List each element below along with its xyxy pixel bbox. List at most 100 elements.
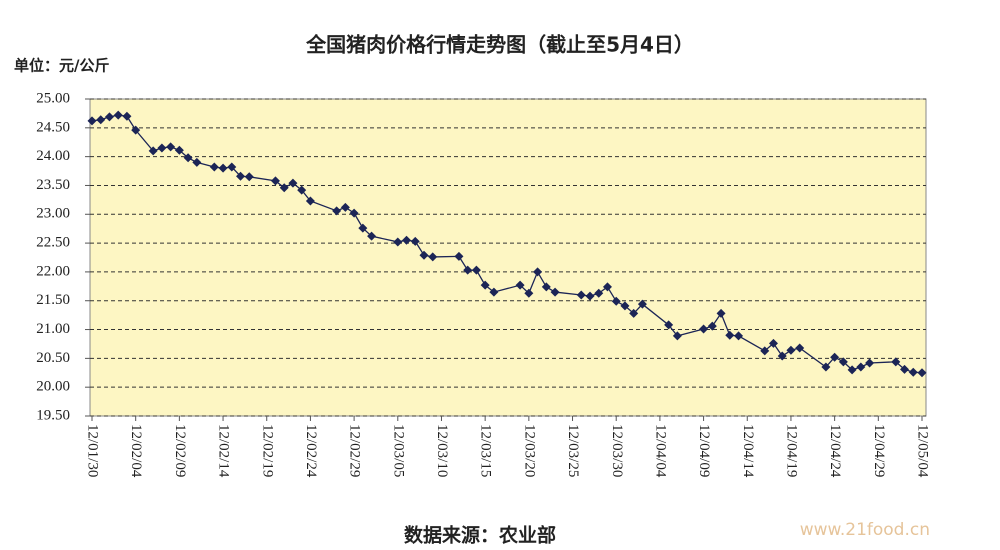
- data-point: [760, 346, 770, 356]
- data-point: [699, 324, 709, 334]
- source-note: 数据来源：农业部: [404, 524, 556, 547]
- y-tick-label: 24.50: [36, 119, 70, 135]
- data-point: [367, 231, 377, 241]
- data-point: [637, 299, 647, 309]
- data-point: [454, 251, 464, 261]
- y-tick-label: 25.00: [36, 90, 70, 106]
- x-tick-label: 12/04/29: [871, 424, 887, 477]
- data-point: [236, 171, 246, 181]
- y-tick-label: 23.00: [36, 206, 70, 222]
- data-point: [672, 331, 682, 341]
- x-tick-label: 12/03/25: [565, 424, 581, 477]
- data-point: [393, 237, 403, 247]
- data-point: [113, 110, 123, 120]
- data-point: [838, 357, 848, 367]
- data-point: [157, 143, 167, 153]
- y-tick-label: 21.50: [36, 292, 70, 308]
- x-tick-label: 12/02/29: [347, 424, 363, 477]
- data-point: [900, 364, 910, 374]
- data-point: [87, 116, 97, 126]
- x-tick-label: 12/03/05: [390, 424, 406, 477]
- data-point: [96, 115, 106, 125]
- plot-area: [89, 98, 927, 417]
- watermark: www.21food.cn: [800, 520, 930, 540]
- x-tick-label: 12/05/04: [915, 424, 931, 478]
- data-point: [131, 125, 141, 135]
- chart-title: 全国猪肉价格行情走势图（截止至5月4日）: [305, 33, 694, 57]
- data-point: [428, 252, 438, 262]
- x-tick-label: 12/02/14: [216, 424, 232, 478]
- data-point: [725, 330, 735, 340]
- x-tick-label: 12/04/19: [784, 424, 800, 477]
- data-point: [349, 208, 359, 218]
- data-point: [786, 345, 796, 355]
- data-point: [305, 196, 315, 206]
- data-point: [419, 250, 429, 260]
- data-point: [550, 287, 560, 297]
- data-point: [244, 172, 254, 182]
- data-point: [297, 185, 307, 195]
- data-point: [166, 142, 176, 152]
- y-tick-label: 20.50: [36, 350, 70, 366]
- x-tick-label: 12/02/04: [128, 424, 144, 478]
- data-point: [489, 287, 499, 297]
- data-point: [734, 331, 744, 341]
- y-tick-label: 22.00: [36, 263, 70, 279]
- data-point: [716, 308, 726, 318]
- x-tick-label: 12/04/14: [740, 424, 756, 478]
- data-point: [524, 288, 534, 298]
- data-point: [148, 146, 158, 156]
- x-tick-label: 12/04/04: [652, 424, 668, 478]
- data-point: [174, 145, 184, 155]
- x-tick-label: 12/04/09: [696, 424, 712, 477]
- data-point: [620, 301, 630, 311]
- data-point: [602, 282, 612, 292]
- data-point: [917, 368, 927, 378]
- data-point: [104, 112, 114, 122]
- data-point: [777, 351, 787, 361]
- data-point: [830, 352, 840, 362]
- y-tick-label: 19.50: [36, 407, 70, 423]
- x-tick-label: 12/02/09: [172, 424, 188, 477]
- data-point: [707, 321, 717, 331]
- y-tick-label: 23.50: [36, 177, 70, 193]
- data-point: [332, 206, 342, 216]
- data-point: [279, 183, 289, 193]
- x-tick-label: 12/03/20: [521, 424, 537, 477]
- data-point: [402, 235, 412, 245]
- data-point: [463, 265, 473, 275]
- data-point: [227, 162, 237, 172]
- data-point: [515, 280, 525, 290]
- data-point: [611, 296, 621, 306]
- data-point: [471, 265, 481, 275]
- data-point: [340, 202, 350, 212]
- x-tick-label: 12/04/24: [827, 424, 843, 478]
- data-point: [594, 288, 604, 298]
- x-tick-label: 12/03/30: [609, 424, 625, 477]
- data-point: [865, 358, 875, 368]
- data-point: [795, 343, 805, 353]
- data-point: [183, 153, 193, 163]
- data-point: [358, 223, 368, 233]
- x-tick-label: 12/02/19: [259, 424, 275, 477]
- data-point: [629, 308, 639, 318]
- data-point: [218, 163, 228, 173]
- x-tick-label: 12/03/10: [434, 424, 450, 477]
- x-tick-label: 12/01/30: [85, 424, 101, 477]
- data-point: [541, 282, 551, 292]
- data-point: [847, 365, 857, 375]
- y-tick-label: 21.00: [36, 321, 70, 337]
- data-point: [908, 367, 918, 377]
- data-point: [410, 236, 420, 246]
- y-tick-label: 24.00: [36, 148, 70, 164]
- data-point: [270, 176, 280, 186]
- data-point: [585, 291, 595, 301]
- x-tick-label: 12/03/15: [478, 424, 494, 477]
- y-tick-label: 20.00: [36, 379, 70, 395]
- data-point: [768, 338, 778, 348]
- data-point: [576, 290, 586, 300]
- data-point: [856, 362, 866, 372]
- data-point: [288, 178, 298, 188]
